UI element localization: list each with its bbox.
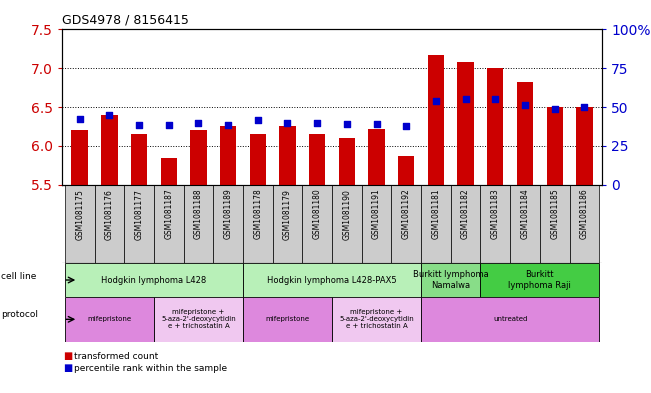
Bar — [332, 185, 362, 263]
Bar — [161, 158, 177, 185]
Text: GSM1081184: GSM1081184 — [521, 189, 529, 239]
Point — [549, 106, 560, 112]
Text: ■: ■ — [63, 351, 72, 362]
Bar — [540, 185, 570, 263]
Bar — [391, 185, 421, 263]
Text: GSM1081185: GSM1081185 — [550, 189, 559, 239]
Text: GSM1081175: GSM1081175 — [75, 189, 84, 239]
Point — [253, 117, 263, 123]
Bar — [243, 185, 273, 263]
Bar — [362, 185, 391, 263]
Bar — [65, 297, 154, 342]
Text: Hodgkin lymphoma L428-PAX5: Hodgkin lymphoma L428-PAX5 — [267, 275, 397, 285]
Text: GSM1081178: GSM1081178 — [253, 189, 262, 239]
Text: Hodgkin lymphoma L428: Hodgkin lymphoma L428 — [102, 275, 206, 285]
Bar — [339, 138, 355, 185]
Text: GDS4978 / 8156415: GDS4978 / 8156415 — [62, 14, 189, 27]
Bar — [249, 134, 266, 185]
Bar — [131, 134, 147, 185]
Text: ■: ■ — [63, 363, 72, 373]
Bar — [273, 185, 302, 263]
Point — [74, 116, 85, 122]
Bar — [302, 185, 332, 263]
Bar — [101, 115, 118, 185]
Bar — [421, 297, 599, 342]
Bar — [428, 55, 444, 185]
Bar — [309, 134, 326, 185]
Point — [460, 96, 471, 103]
Text: GSM1081186: GSM1081186 — [580, 189, 589, 239]
Bar — [421, 185, 450, 263]
Bar — [421, 263, 480, 297]
Text: percentile rank within the sample: percentile rank within the sample — [74, 364, 227, 373]
Bar — [332, 297, 421, 342]
Point — [193, 119, 204, 126]
Bar — [480, 185, 510, 263]
Bar — [65, 263, 243, 297]
Bar — [517, 82, 533, 185]
Point — [490, 96, 501, 103]
Text: GSM1081177: GSM1081177 — [135, 189, 143, 239]
Bar — [279, 127, 296, 185]
Bar — [546, 107, 563, 185]
Point — [431, 98, 441, 104]
Point — [134, 122, 145, 128]
Text: GSM1081183: GSM1081183 — [491, 189, 500, 239]
Text: cell line: cell line — [1, 272, 36, 281]
Bar — [243, 263, 421, 297]
Bar — [190, 130, 206, 185]
Bar — [72, 130, 88, 185]
Point — [223, 122, 233, 128]
Point — [519, 102, 530, 108]
Bar — [220, 127, 236, 185]
Point — [104, 112, 115, 118]
Text: GSM1081176: GSM1081176 — [105, 189, 114, 239]
Text: untreated: untreated — [493, 316, 527, 322]
Text: GSM1081182: GSM1081182 — [461, 189, 470, 239]
Text: GSM1081180: GSM1081180 — [312, 189, 322, 239]
Bar — [368, 129, 385, 185]
Bar — [214, 185, 243, 263]
Point — [163, 122, 174, 128]
Point — [342, 121, 352, 127]
Text: mifepristone +
5-aza-2'-deoxycytidin
e + trichostatin A: mifepristone + 5-aza-2'-deoxycytidin e +… — [161, 309, 236, 329]
Bar — [243, 297, 332, 342]
Bar — [65, 185, 94, 263]
Bar — [570, 185, 599, 263]
Point — [371, 121, 381, 127]
Bar — [458, 62, 474, 185]
Text: mifepristone: mifepristone — [266, 316, 309, 322]
Bar — [450, 185, 480, 263]
Text: transformed count: transformed count — [74, 352, 158, 361]
Text: Burkitt lymphoma
Namalwa: Burkitt lymphoma Namalwa — [413, 270, 489, 290]
Text: mifepristone: mifepristone — [87, 316, 132, 322]
Bar — [487, 68, 503, 185]
Bar — [398, 156, 415, 185]
Point — [579, 104, 590, 110]
Text: GSM1081181: GSM1081181 — [432, 189, 441, 239]
Text: protocol: protocol — [1, 310, 38, 319]
Point — [283, 119, 293, 126]
Point — [401, 123, 411, 130]
Bar — [510, 185, 540, 263]
Text: GSM1081179: GSM1081179 — [283, 189, 292, 239]
Bar — [184, 185, 214, 263]
Text: Burkitt
lymphoma Raji: Burkitt lymphoma Raji — [508, 270, 572, 290]
Bar — [154, 185, 184, 263]
Text: GSM1081187: GSM1081187 — [164, 189, 173, 239]
Text: mifepristone +
5-aza-2'-deoxycytidin
e + trichostatin A: mifepristone + 5-aza-2'-deoxycytidin e +… — [339, 309, 414, 329]
Bar — [124, 185, 154, 263]
Text: GSM1081189: GSM1081189 — [223, 189, 232, 239]
Bar — [94, 185, 124, 263]
Bar — [576, 107, 592, 185]
Text: GSM1081188: GSM1081188 — [194, 189, 203, 239]
Bar — [480, 263, 599, 297]
Bar — [154, 297, 243, 342]
Text: GSM1081190: GSM1081190 — [342, 189, 352, 239]
Point — [312, 119, 322, 126]
Text: GSM1081191: GSM1081191 — [372, 189, 381, 239]
Text: GSM1081192: GSM1081192 — [402, 189, 411, 239]
